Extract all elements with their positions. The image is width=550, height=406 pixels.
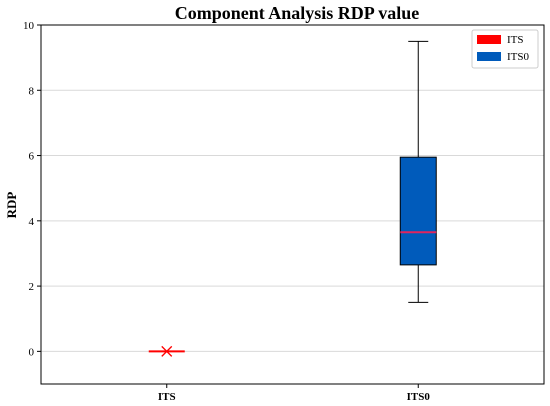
box-its0 bbox=[399, 40, 437, 303]
x-tick-label: ITS0 bbox=[407, 391, 431, 403]
y-tick-label: 4 bbox=[29, 216, 35, 228]
y-tick-label: 6 bbox=[29, 151, 35, 163]
legend-label-its: ITS bbox=[507, 34, 524, 46]
x-axis-ticks: ITS ITS0 bbox=[158, 384, 430, 403]
legend-label-its0: ITS0 bbox=[507, 51, 530, 63]
box-its bbox=[148, 345, 185, 357]
y-tick-label: 10 bbox=[23, 20, 35, 32]
grid-lines bbox=[41, 24, 544, 352]
y-axis-label: RDP bbox=[4, 192, 19, 219]
y-tick-label: 0 bbox=[29, 346, 35, 358]
y-axis-ticks: 0 2 4 6 8 10 bbox=[23, 20, 41, 358]
box-body bbox=[399, 156, 437, 266]
mean-marker bbox=[161, 345, 173, 357]
legend: ITS ITS0 bbox=[471, 29, 539, 69]
plot-frame bbox=[40, 24, 545, 385]
boxes bbox=[148, 40, 437, 357]
x-tick-label: ITS bbox=[158, 391, 176, 403]
y-tick-label: 2 bbox=[29, 281, 35, 293]
y-tick-label: 8 bbox=[29, 85, 35, 97]
legend-swatch-its0 bbox=[477, 52, 501, 61]
legend-swatch-its bbox=[477, 35, 501, 44]
chart-title: Component Analysis RDP value bbox=[175, 3, 420, 23]
